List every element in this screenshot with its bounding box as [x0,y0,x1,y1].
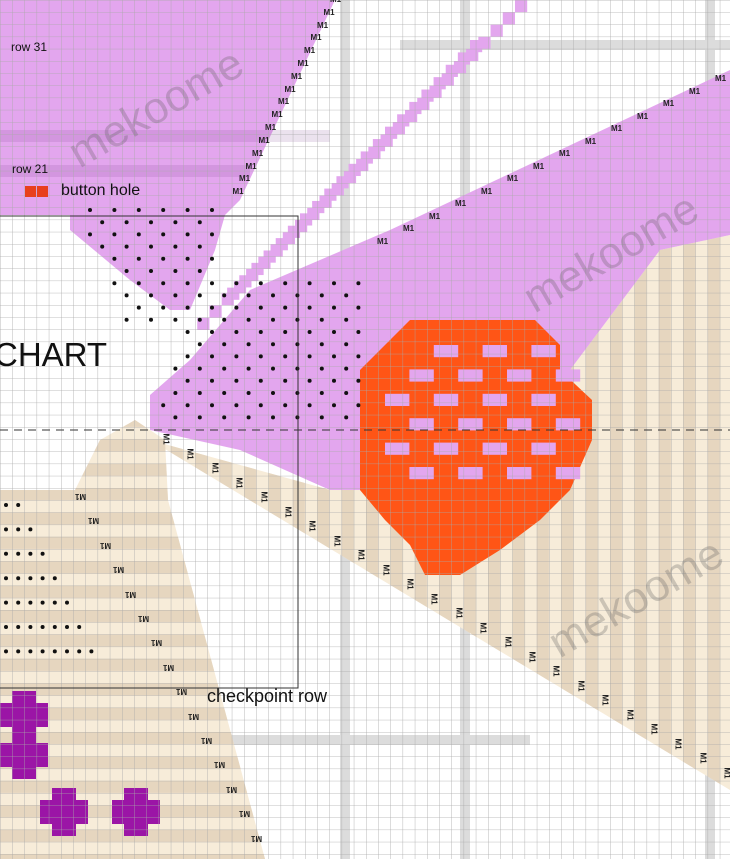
m1-stitch-label: M1 [689,86,701,96]
m1-stitch-label: M1 [284,84,296,94]
m1-stitch-label: M1 [150,638,162,648]
m1-stitch-label: M1 [188,711,200,721]
m1-stitch-label: M1 [310,33,322,43]
m1-stitch-label: M1 [600,694,610,706]
m1-stitch-label: M1 [226,784,238,794]
m1-stitch-label: M1 [75,492,87,501]
row-31-label: row 31 [11,40,48,54]
button-hole-legend-label: button hole [61,182,141,199]
m1-stitch-label: M1 [585,136,597,146]
m1-stitch-label: M1 [307,520,317,532]
m1-stitch-label: M1 [291,71,303,81]
m1-stitch-label: M1 [356,549,366,561]
m1-stitch-label: M1 [637,111,649,121]
m1-stitch-label: M1 [323,7,335,17]
m1-stitch-label: M1 [252,148,264,158]
m1-stitch-label: M1 [527,650,537,663]
m1-stitch-label: M1 [722,766,730,779]
m1-stitch-label: M1 [239,174,251,184]
m1-stitch-label: M1 [238,809,250,819]
m1-stitch-label: M1 [403,224,415,233]
m1-stitch-label: M1 [232,187,244,197]
m1-stitch-label: M1 [332,534,342,547]
m1-stitch-label: M1 [201,736,213,745]
m1-stitch-label: M1 [259,491,269,503]
m1-stitch-label: M1 [278,97,290,107]
chart-title: CHART [0,336,108,373]
m1-stitch-label: M1 [507,174,519,183]
m1-stitch-label: M1 [405,578,415,590]
m1-stitch-label: M1 [138,614,150,623]
m1-stitch-label: M1 [283,505,293,518]
m1-stitch-label: M1 [258,135,270,145]
m1-stitch-label: M1 [673,737,683,750]
m1-stitch-label: M1 [265,123,277,133]
m1-stitch-label: M1 [551,665,561,677]
m1-stitch-label: M1 [125,589,137,599]
m1-stitch-label: M1 [377,236,389,246]
m1-stitch-label: M1 [175,687,187,697]
m1-stitch-label: M1 [455,199,467,208]
m1-stitch-label: M1 [625,708,635,721]
m1-stitch-label: M1 [317,20,329,30]
m1-stitch-label: M1 [698,752,708,764]
m1-stitch-label: M1 [185,447,195,460]
m1-stitch-label: M1 [478,621,488,634]
m1-stitch-label: M1 [161,433,171,445]
m1-stitch-label: M1 [533,161,545,171]
m1-stitch-label: M1 [454,607,464,619]
m1-stitch-label: M1 [210,462,220,474]
m1-stitch-label: M1 [304,46,316,56]
m1-stitch-label: M1 [576,679,586,692]
checkpoint-row-label: checkpoint row [207,686,328,706]
m1-stitch-label: M1 [429,211,441,221]
m1-stitch-label: M1 [330,0,341,4]
m1-stitch-label: M1 [271,110,283,120]
m1-stitch-label: M1 [213,760,225,770]
m1-stitch-label: M1 [481,186,493,196]
m1-stitch-label: M1 [559,149,571,158]
m1-stitch-label: M1 [234,476,244,489]
m1-stitch-label: M1 [611,124,623,133]
m1-stitch-label: M1 [663,99,675,108]
m1-stitch-label: M1 [163,662,175,672]
button-hole-symbol-2 [37,186,48,197]
m1-stitch-label: M1 [112,565,124,575]
m1-stitch-label: M1 [503,636,513,648]
row-21-label: row 21 [12,162,49,176]
m1-stitch-label: M1 [297,59,309,69]
m1-stitch-label: M1 [87,516,99,526]
m1-stitch-label: M1 [100,540,112,550]
m1-stitch-label: M1 [251,833,263,843]
m1-stitch-label: M1 [245,161,257,171]
m1-stitch-label: M1 [381,563,391,576]
button-hole-symbol [25,186,36,197]
m1-stitch-label: M1 [715,74,727,83]
m1-stitch-label: M1 [429,592,439,605]
m1-stitch-label: M1 [649,723,659,735]
checkpoint-outline [0,215,299,689]
